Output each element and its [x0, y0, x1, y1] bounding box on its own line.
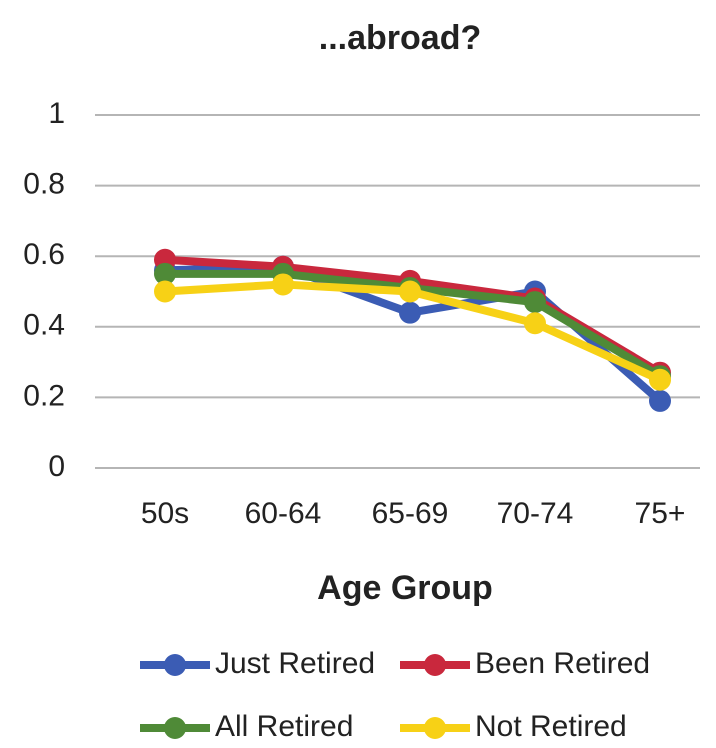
- legend-label: All Retired: [215, 710, 353, 743]
- point: [649, 389, 671, 412]
- y-tick-label: 0.2: [23, 379, 65, 412]
- x-tick-label: 60-64: [245, 497, 322, 530]
- x-tick-label: 65-69: [372, 497, 449, 530]
- legend-label: Been Retired: [475, 647, 650, 680]
- y-tick-label: 0.6: [23, 238, 65, 271]
- x-tick-label: 75+: [635, 497, 686, 530]
- legend-label: Not Retired: [475, 710, 627, 743]
- y-tick-label: 1: [48, 97, 65, 130]
- point: [154, 280, 176, 303]
- point: [649, 368, 671, 391]
- legend-marker: [164, 717, 186, 739]
- legend-label: Just Retired: [215, 647, 375, 680]
- point: [524, 312, 546, 335]
- point: [272, 273, 294, 296]
- legend-marker: [424, 654, 446, 676]
- x-tick-label: 50s: [141, 497, 189, 530]
- point: [399, 301, 421, 324]
- point: [524, 291, 546, 314]
- legend-marker: [164, 654, 186, 676]
- y-tick-label: 0.4: [23, 309, 65, 342]
- x-axis-label: Age Group: [317, 569, 493, 607]
- point: [399, 280, 421, 303]
- point: [154, 262, 176, 285]
- x-tick-label: 70-74: [497, 497, 574, 530]
- legend-marker: [424, 717, 446, 739]
- chart-title: ...abroad?: [319, 19, 481, 57]
- y-tick-label: 0.8: [23, 168, 65, 201]
- y-tick-label: 0: [48, 450, 65, 483]
